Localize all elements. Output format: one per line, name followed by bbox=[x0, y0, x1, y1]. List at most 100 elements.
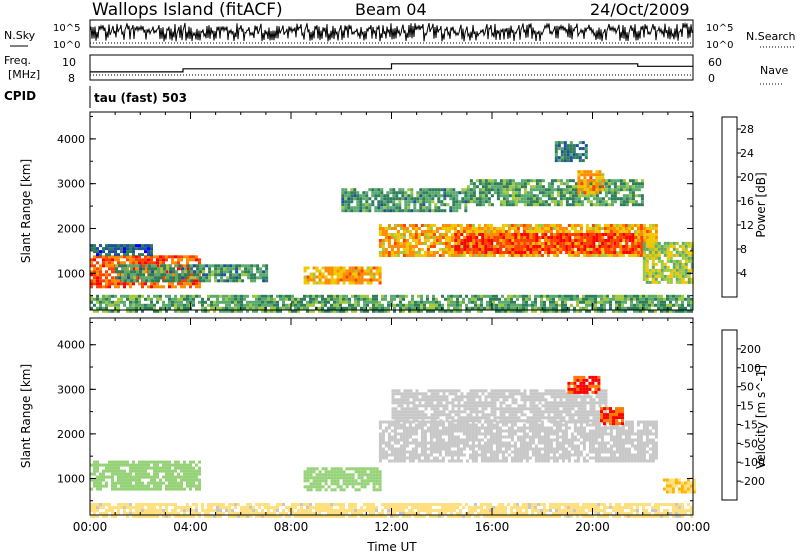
data-cell bbox=[525, 227, 529, 230]
data-cell bbox=[459, 509, 462, 512]
data-cell bbox=[565, 197, 569, 201]
data-cell bbox=[452, 188, 456, 192]
data-cell bbox=[342, 272, 346, 276]
data-cell bbox=[474, 306, 477, 310]
data-cell bbox=[446, 194, 450, 198]
data-cell bbox=[144, 469, 147, 473]
data-cell bbox=[156, 509, 159, 512]
data-cell bbox=[562, 194, 566, 198]
data-cell bbox=[372, 515, 375, 518]
data-cell bbox=[511, 182, 515, 186]
data-cell bbox=[189, 487, 192, 491]
data-cell bbox=[678, 259, 682, 263]
data-cell bbox=[478, 182, 482, 186]
data-cell bbox=[138, 303, 141, 307]
data-cell bbox=[586, 251, 590, 254]
data-cell bbox=[353, 206, 357, 210]
data-cell bbox=[490, 185, 494, 189]
data-cell bbox=[156, 261, 159, 265]
data-cell bbox=[186, 276, 189, 280]
data-cell bbox=[105, 466, 108, 470]
data-cell bbox=[628, 197, 632, 201]
data-cell bbox=[354, 272, 358, 276]
data-cell bbox=[401, 197, 405, 201]
data-cell bbox=[555, 300, 558, 304]
data-cell bbox=[475, 248, 479, 251]
data-cell bbox=[171, 512, 174, 515]
data-cell bbox=[468, 512, 471, 515]
data-cell bbox=[417, 236, 421, 239]
data-cell bbox=[318, 488, 322, 492]
data-cell bbox=[481, 233, 485, 236]
data-cell bbox=[240, 294, 243, 298]
data-cell bbox=[189, 282, 192, 286]
data-cell bbox=[408, 509, 411, 512]
data-cell bbox=[583, 248, 587, 251]
data-cell bbox=[466, 197, 470, 201]
data-cell bbox=[396, 230, 400, 233]
data-cell bbox=[130, 273, 134, 277]
data-cell bbox=[96, 300, 99, 304]
data-cell bbox=[456, 233, 460, 236]
data-cell bbox=[613, 182, 617, 186]
data-cell bbox=[559, 200, 563, 204]
data-cell bbox=[186, 481, 189, 485]
data-cell bbox=[631, 236, 635, 239]
data-cell bbox=[102, 264, 105, 268]
data-cell bbox=[318, 503, 321, 506]
data-cell bbox=[129, 472, 132, 476]
data-cell bbox=[250, 270, 254, 274]
data-cell bbox=[601, 200, 605, 204]
data-cell bbox=[502, 194, 506, 198]
data-cell bbox=[475, 197, 479, 201]
data-cell bbox=[405, 227, 409, 230]
data-cell bbox=[375, 482, 379, 486]
data-cell bbox=[684, 297, 687, 301]
data-cell bbox=[466, 194, 470, 198]
data-cell bbox=[153, 466, 156, 470]
data-cell bbox=[196, 273, 200, 277]
data-cell bbox=[360, 306, 363, 310]
data-cell bbox=[577, 170, 581, 174]
data-cell bbox=[449, 206, 453, 210]
data-cell bbox=[571, 233, 575, 236]
data-cell bbox=[102, 506, 105, 509]
data-cell bbox=[333, 300, 336, 304]
data-cell bbox=[603, 297, 606, 301]
data-cell bbox=[123, 460, 126, 464]
data-cell bbox=[201, 303, 204, 307]
data-cell bbox=[559, 251, 563, 254]
data-cell bbox=[154, 264, 158, 268]
data-cell bbox=[102, 472, 105, 476]
data-cell bbox=[210, 294, 213, 298]
data-cell bbox=[405, 306, 408, 310]
data-cell bbox=[356, 194, 360, 198]
data-cell bbox=[177, 261, 180, 265]
data-cell bbox=[177, 475, 180, 479]
data-cell bbox=[193, 264, 197, 268]
data-cell bbox=[154, 267, 158, 271]
data-cell bbox=[232, 276, 236, 280]
data-cell bbox=[220, 264, 224, 268]
data-cell bbox=[132, 253, 135, 257]
data-cell bbox=[504, 303, 507, 307]
data-cell bbox=[258, 297, 261, 301]
data-cell bbox=[441, 294, 444, 298]
data-cell bbox=[192, 469, 195, 473]
data-cell bbox=[344, 209, 348, 213]
data-cell bbox=[444, 248, 448, 251]
data-cell bbox=[372, 275, 376, 279]
data-cell bbox=[138, 469, 141, 473]
data-cell bbox=[486, 227, 490, 230]
data-cell bbox=[455, 209, 459, 213]
data-cell bbox=[201, 306, 204, 310]
data-cell bbox=[153, 282, 156, 286]
data-cell bbox=[241, 273, 245, 277]
data-cell bbox=[139, 267, 143, 271]
data-cell bbox=[573, 309, 576, 313]
data-cell bbox=[684, 250, 688, 254]
data-cell bbox=[534, 294, 537, 298]
data-cell bbox=[556, 242, 560, 245]
data-cell bbox=[309, 476, 313, 480]
data-cell bbox=[435, 236, 439, 239]
